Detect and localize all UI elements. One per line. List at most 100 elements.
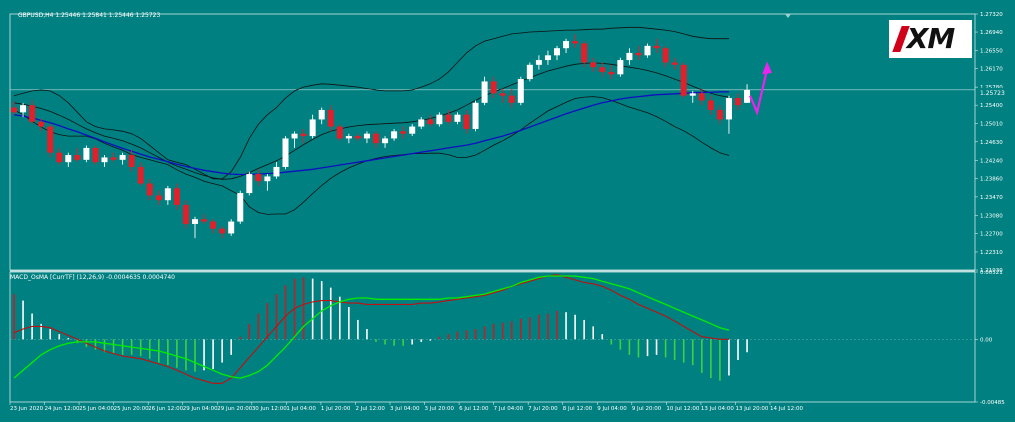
candle-body [391,131,398,139]
candle[interactable] [653,38,660,53]
candle[interactable] [445,109,452,125]
candle[interactable] [83,145,90,163]
candle-body [11,107,17,113]
candle[interactable] [318,107,325,125]
candle[interactable] [182,200,189,229]
candle[interactable] [228,219,235,236]
candle[interactable] [74,147,81,163]
candle[interactable] [689,90,696,103]
candle[interactable] [56,147,63,165]
candle[interactable] [20,102,27,118]
candle[interactable] [336,124,343,141]
candle[interactable] [382,136,389,148]
candle[interactable] [526,62,533,82]
candle[interactable] [508,88,515,108]
candle[interactable] [454,112,461,125]
candle[interactable] [255,169,262,186]
candle[interactable] [327,105,334,132]
candle[interactable] [164,185,171,205]
candle-body [210,221,217,229]
candle[interactable] [146,178,153,201]
candle[interactable] [92,145,99,165]
candle[interactable] [599,62,606,77]
candle[interactable] [201,214,208,224]
candle[interactable] [363,131,370,144]
macd-pane-title: MACD_OsMA [CurrTF] (12,26,9) -0.0004635 … [10,274,175,281]
price-y-tick-label: 1.25400 [980,103,1003,109]
candle[interactable] [490,76,497,99]
candle[interactable] [29,100,36,125]
candle[interactable] [264,174,271,191]
candle[interactable] [590,57,597,72]
candle[interactable] [65,152,72,167]
candle[interactable] [436,112,443,127]
candle[interactable] [644,43,651,58]
candle[interactable] [237,190,244,224]
candle[interactable] [101,155,108,167]
candle[interactable] [110,152,117,163]
candle[interactable] [409,124,416,137]
candle[interactable] [219,226,226,239]
candle[interactable] [192,216,198,239]
candle[interactable] [128,150,135,172]
candle-body [119,155,126,160]
candle[interactable] [246,171,253,196]
candle[interactable] [554,45,560,61]
bollinger-upper-line [13,26,729,180]
candle[interactable] [137,162,144,186]
price-pane[interactable] [11,26,773,239]
candle[interactable] [47,124,54,158]
candle[interactable] [472,100,479,132]
candle[interactable] [626,48,633,65]
candle[interactable] [373,131,379,148]
x-tick-label: 23 Jun 2020 [10,406,44,412]
candle[interactable] [499,88,506,103]
candle[interactable] [309,114,316,139]
candle[interactable] [544,50,551,65]
candle[interactable] [671,57,678,70]
candle[interactable] [581,41,588,68]
candle[interactable] [481,76,488,106]
candle[interactable] [391,128,398,141]
candle[interactable] [617,57,624,77]
candle[interactable] [517,76,524,106]
candle-body [653,45,660,49]
candle[interactable] [662,45,669,68]
candle-body [309,119,316,137]
candle[interactable] [291,131,298,148]
candle[interactable] [282,136,289,170]
candle[interactable] [716,105,723,125]
candle[interactable] [11,101,17,115]
candle[interactable] [608,64,615,80]
price-y-tick-label: 1.27320 [980,12,1003,18]
x-tick-label: 13 Jul 20:00 [735,406,768,412]
candle[interactable] [635,45,642,61]
candle[interactable] [563,38,570,53]
candle[interactable] [535,55,542,70]
candle[interactable] [744,84,751,103]
candle[interactable] [38,118,45,132]
candle-body [445,114,452,122]
candle[interactable] [707,95,714,115]
candle[interactable] [400,126,407,139]
candle[interactable] [173,183,180,210]
candle[interactable] [572,33,579,49]
candle[interactable] [680,62,687,99]
candle[interactable] [300,128,307,144]
candle[interactable] [119,152,126,165]
candle[interactable] [210,219,217,234]
candle[interactable] [463,109,470,134]
candle[interactable] [273,162,280,179]
candle[interactable] [418,117,425,129]
macd-pane[interactable] [10,274,975,384]
candle[interactable] [427,114,434,127]
candle[interactable] [735,93,741,110]
candle[interactable] [354,133,361,141]
candle[interactable] [698,88,705,106]
candle[interactable] [155,190,162,205]
candle-body [192,219,198,224]
candle[interactable] [725,95,732,134]
candle[interactable] [345,133,352,144]
